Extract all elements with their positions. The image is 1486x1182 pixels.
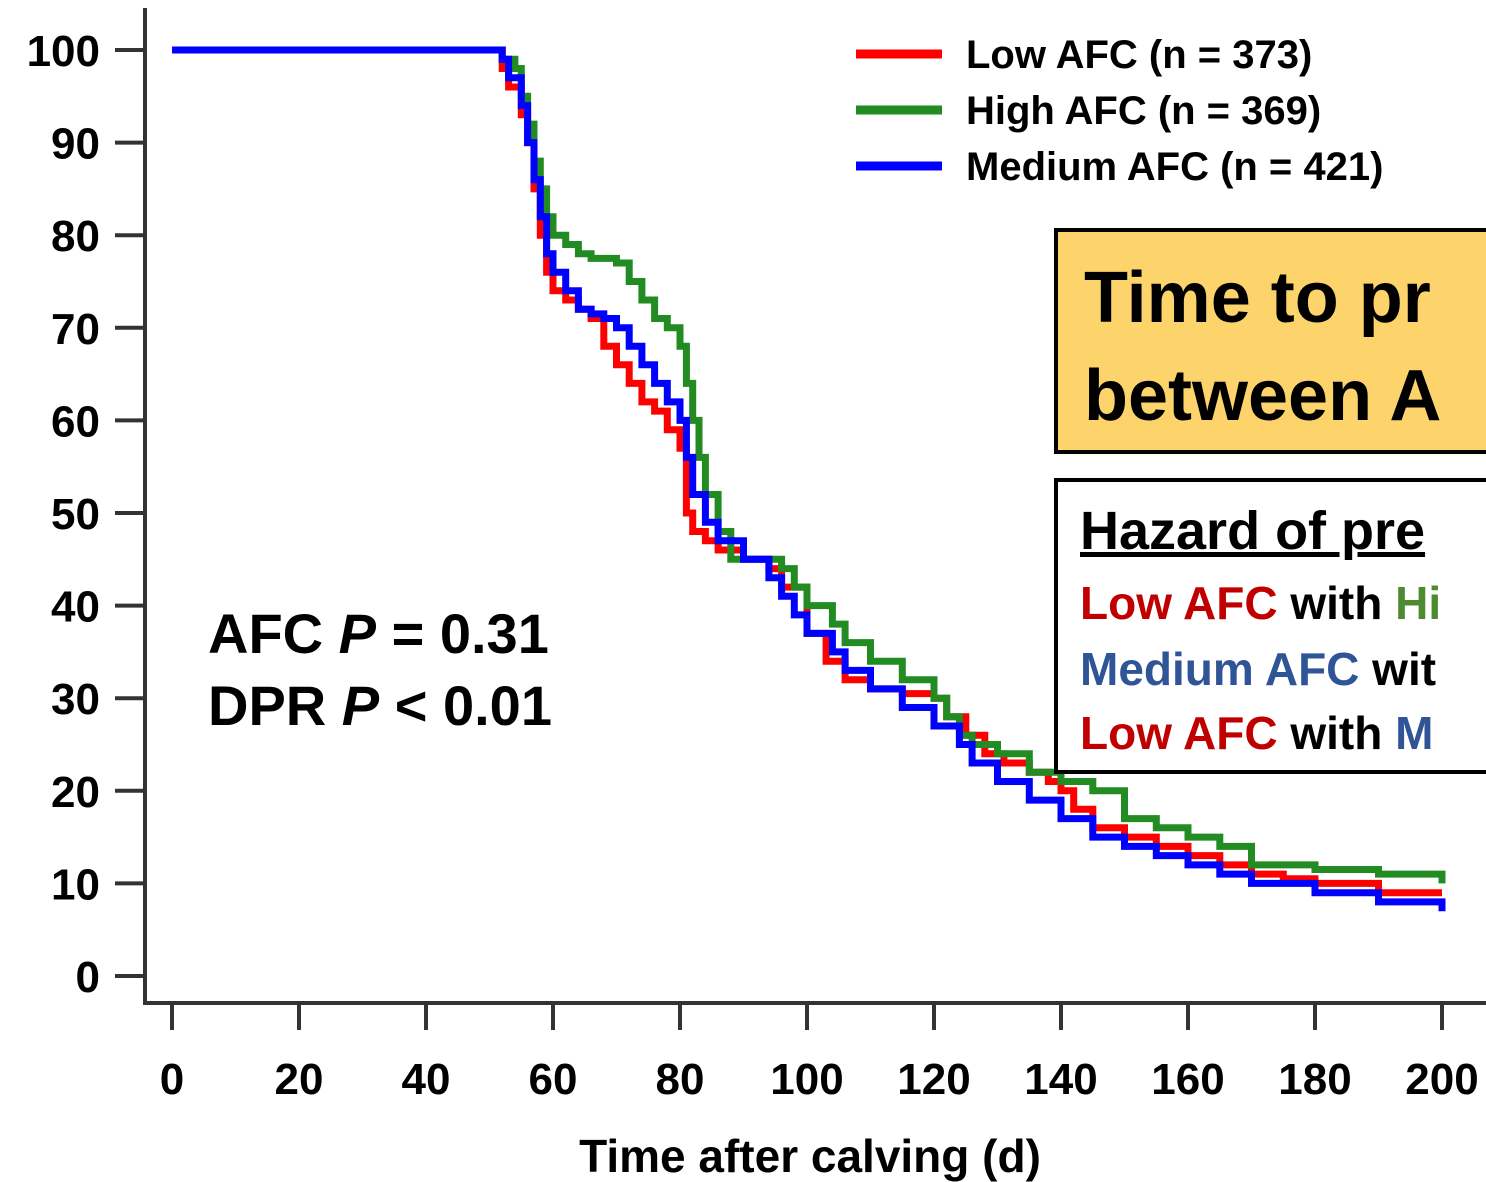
hazard-row-3-part-3: M xyxy=(1395,707,1434,759)
y-tick-label: 90 xyxy=(51,120,100,169)
y-tick-label: 70 xyxy=(51,305,100,354)
hazard-row-1: Low AFC with Hi xyxy=(1080,580,1441,626)
hazard-row-2: Medium AFC wit xyxy=(1080,646,1436,692)
x-tick-label: 80 xyxy=(656,1055,705,1104)
hazard-row-3-part-2: with xyxy=(1277,707,1396,759)
y-tick-label: 30 xyxy=(51,675,100,724)
y-tick-label: 100 xyxy=(27,27,100,76)
title-line-1: Time to pr xyxy=(1084,258,1431,338)
y-tick-label: 40 xyxy=(51,583,100,632)
x-tick-label: 160 xyxy=(1151,1055,1224,1104)
legend-label-1: Low AFC (n = 373) xyxy=(966,33,1312,77)
y-tick-label: 50 xyxy=(51,490,100,539)
hazard-row-3: Low AFC with M xyxy=(1080,710,1433,756)
dpr-p-value: DPR P < 0.01 xyxy=(208,674,552,737)
x-tick-label: 180 xyxy=(1278,1055,1351,1104)
y-tick-label: 80 xyxy=(51,212,100,261)
axes: 0 10 20 30 40 50 60 70 80 90 100 0 20 40 60 80 100 120 140… xyxy=(27,8,1486,1104)
y-tick-label: 60 xyxy=(51,397,100,446)
legend: Low AFC (n = 373) High AFC (n = 369) Mediu… xyxy=(856,33,1383,189)
hazard-row-1-part-1: Low AFC xyxy=(1080,577,1278,629)
hazard-row-1-part-3: Hi xyxy=(1395,577,1442,629)
x-axis-label: Time after calving (d) xyxy=(579,1130,1041,1182)
x-tick-label: 0 xyxy=(160,1055,184,1104)
y-tick-label: 0 xyxy=(76,953,100,1002)
y-tick-label: 20 xyxy=(51,768,100,817)
hazard-row-3-part-1: Low AFC xyxy=(1080,707,1278,759)
hazard-row-2-part-1: Medium AFC xyxy=(1080,643,1360,695)
x-tick-label: 140 xyxy=(1024,1055,1097,1104)
y-tick-label: 10 xyxy=(51,860,100,909)
hazard-row-1-part-2: with xyxy=(1277,577,1396,629)
x-tick-label: 120 xyxy=(897,1055,970,1104)
afc-p-value: AFC P = 0.31 xyxy=(208,602,549,665)
x-tick-label: 20 xyxy=(275,1055,324,1104)
hazard-box: Hazard of pre Low AFC with Hi Medium AFC… xyxy=(1054,478,1486,774)
legend-label-2: High AFC (n = 369) xyxy=(966,89,1321,133)
x-tick-label: 60 xyxy=(529,1055,578,1104)
title-box: Time to pr between A xyxy=(1054,228,1486,454)
x-tick-label: 200 xyxy=(1405,1055,1478,1104)
series-line-3 xyxy=(172,46,1446,912)
x-tick-label: 40 xyxy=(402,1055,451,1104)
legend-label-3: Medium AFC (n = 421) xyxy=(966,145,1383,189)
x-tick-label: 100 xyxy=(770,1055,843,1104)
series-layer xyxy=(172,46,1446,912)
hazard-row-2-part-2: wit xyxy=(1359,643,1437,695)
hazard-heading: Hazard of pre xyxy=(1080,501,1426,561)
title-line-2: between A xyxy=(1084,356,1442,436)
